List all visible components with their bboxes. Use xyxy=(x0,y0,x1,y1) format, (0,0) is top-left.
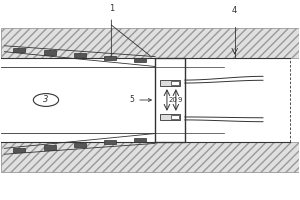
Text: 3: 3 xyxy=(43,96,49,104)
Text: 4: 4 xyxy=(232,6,237,15)
Bar xyxy=(160,114,180,120)
Bar xyxy=(44,145,56,150)
Bar xyxy=(155,58,185,142)
Bar xyxy=(14,48,26,52)
Bar xyxy=(104,56,116,60)
Bar xyxy=(2,28,298,58)
Text: 9: 9 xyxy=(177,97,182,103)
Bar xyxy=(134,58,146,62)
Bar xyxy=(160,80,180,86)
Ellipse shape xyxy=(33,94,58,106)
Bar xyxy=(14,148,26,152)
Text: 20: 20 xyxy=(168,97,177,103)
Text: 5: 5 xyxy=(129,96,151,104)
Bar xyxy=(171,115,179,119)
Bar xyxy=(134,138,146,142)
Bar xyxy=(104,140,116,144)
Bar xyxy=(171,81,179,85)
Bar xyxy=(2,142,298,172)
Bar xyxy=(74,53,86,57)
Bar xyxy=(44,50,56,55)
Text: 1: 1 xyxy=(109,4,114,13)
Bar xyxy=(74,143,86,147)
